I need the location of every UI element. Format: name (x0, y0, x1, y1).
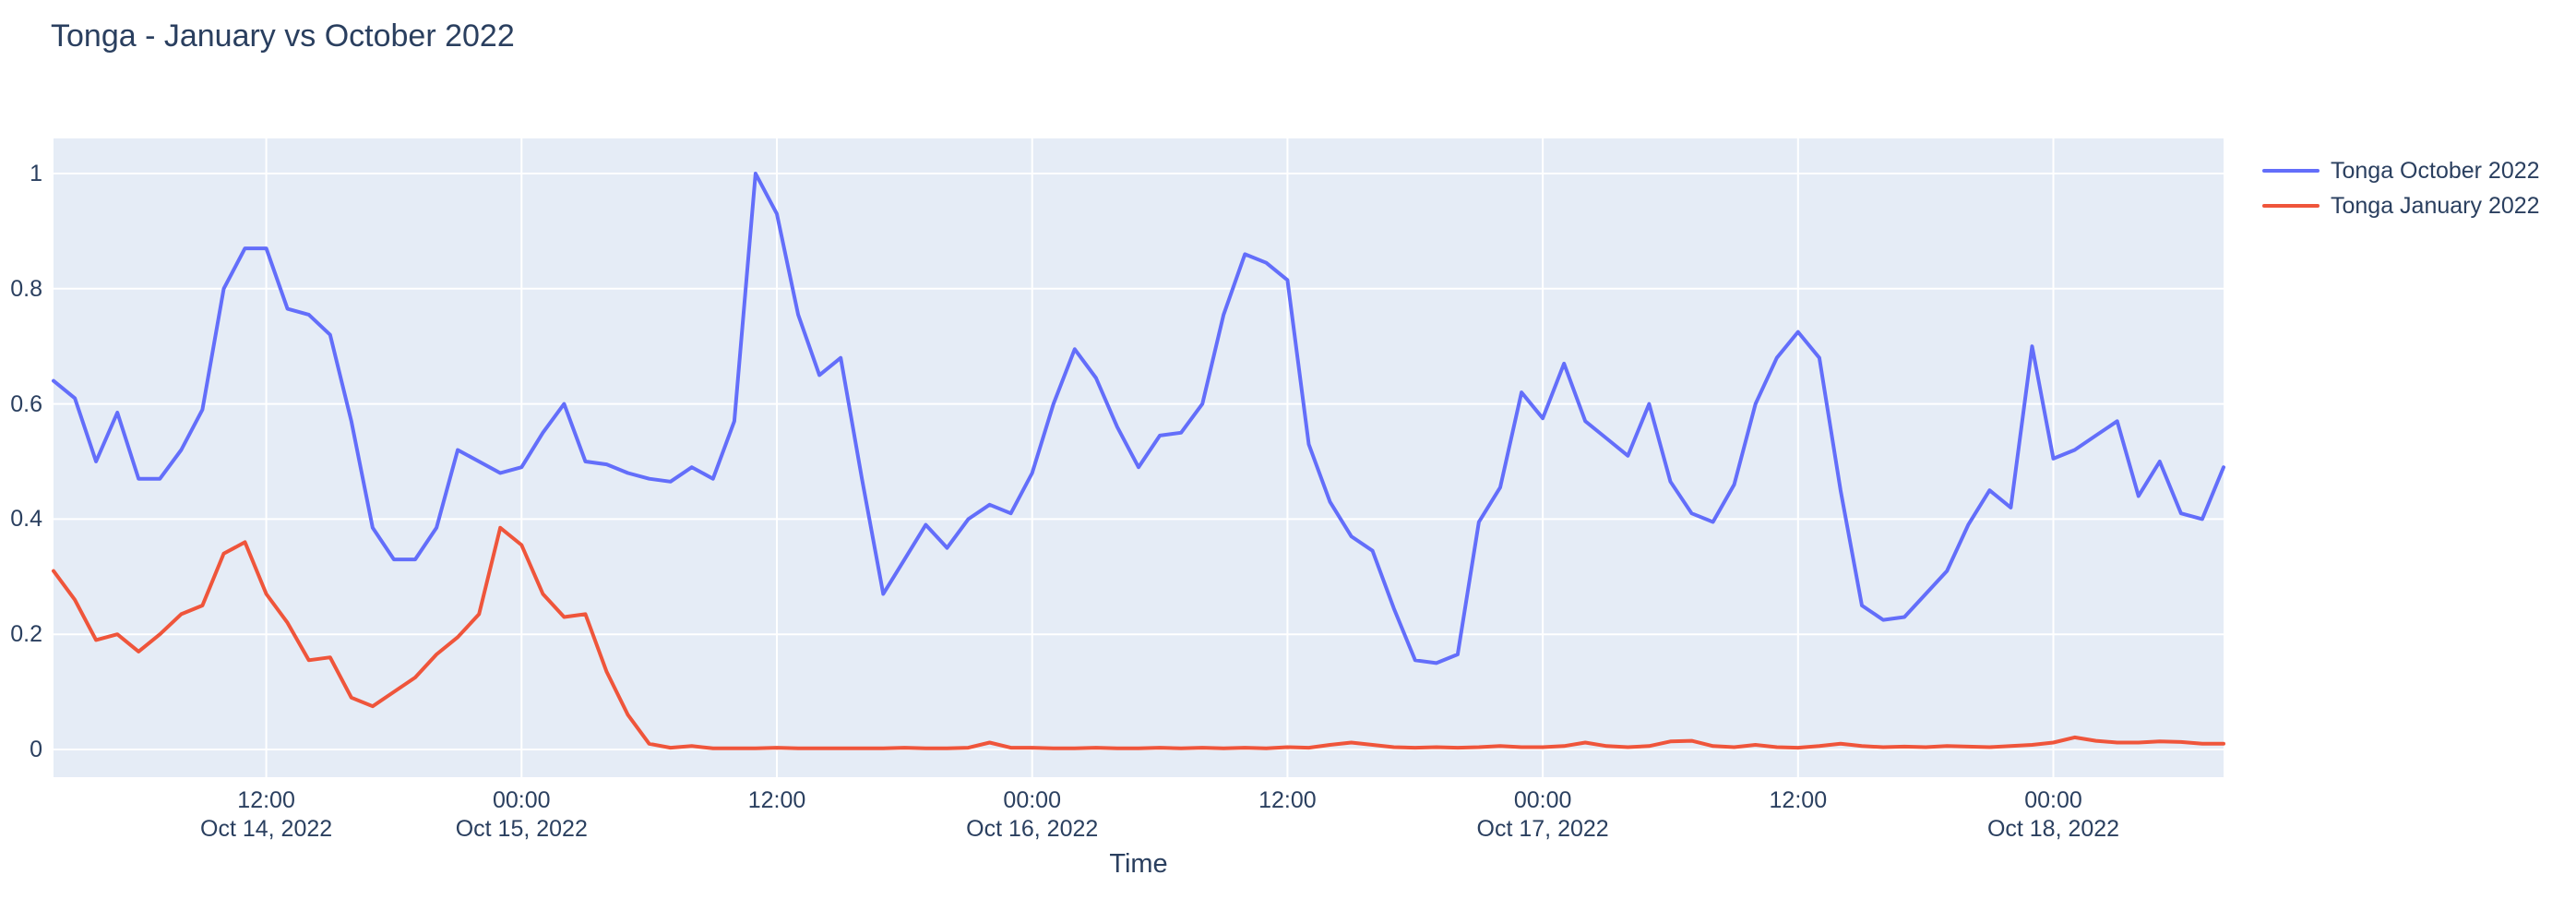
series-line-0 (52, 172, 2225, 665)
y-axis-tick-label: 1 (30, 161, 42, 186)
legend-item-tonga-january-2022[interactable]: Tonga January 2022 (2262, 188, 2540, 223)
legend-label-tonga-january-2022: Tonga January 2022 (2331, 192, 2540, 219)
legend-swatch-tonga-january-2022 (2262, 204, 2320, 208)
x-axis-tick-label: 12:00 (747, 787, 806, 813)
y-axis-tick-label: 0 (30, 737, 42, 762)
x-axis-tick-label: 00:00 Oct 16, 2022 (966, 787, 1099, 842)
x-axis-tick-label: 00:00 Oct 15, 2022 (455, 787, 588, 842)
x-axis-tick-label: 00:00 Oct 17, 2022 (1476, 787, 1609, 842)
plot-background (54, 138, 2224, 777)
x-axis-tick-label: 12:00 (1258, 787, 1317, 813)
legend-swatch-tonga-october-2022 (2262, 169, 2320, 173)
x-axis-tick-label: 12:00 Oct 14, 2022 (200, 787, 333, 842)
x-axis-title: Time (1109, 849, 1168, 879)
y-axis-tick-label: 0.8 (10, 275, 42, 302)
x-axis-tick-label: 12:00 (1769, 787, 1828, 813)
y-axis-tick-label: 0.6 (10, 390, 42, 417)
x-axis-tick-label: 00:00 Oct 18, 2022 (1986, 787, 2120, 842)
legend-label-tonga-october-2022: Tonga October 2022 (2331, 157, 2540, 184)
legend: Tonga October 2022 Tonga January 2022 (2262, 153, 2540, 223)
chart-title: Tonga - January vs October 2022 (51, 18, 515, 54)
series-line-1 (52, 525, 2225, 750)
y-axis-tick-label: 0.2 (10, 621, 42, 648)
y-axis-tick-label: 0.4 (10, 506, 42, 533)
legend-item-tonga-october-2022[interactable]: Tonga October 2022 (2262, 153, 2540, 188)
